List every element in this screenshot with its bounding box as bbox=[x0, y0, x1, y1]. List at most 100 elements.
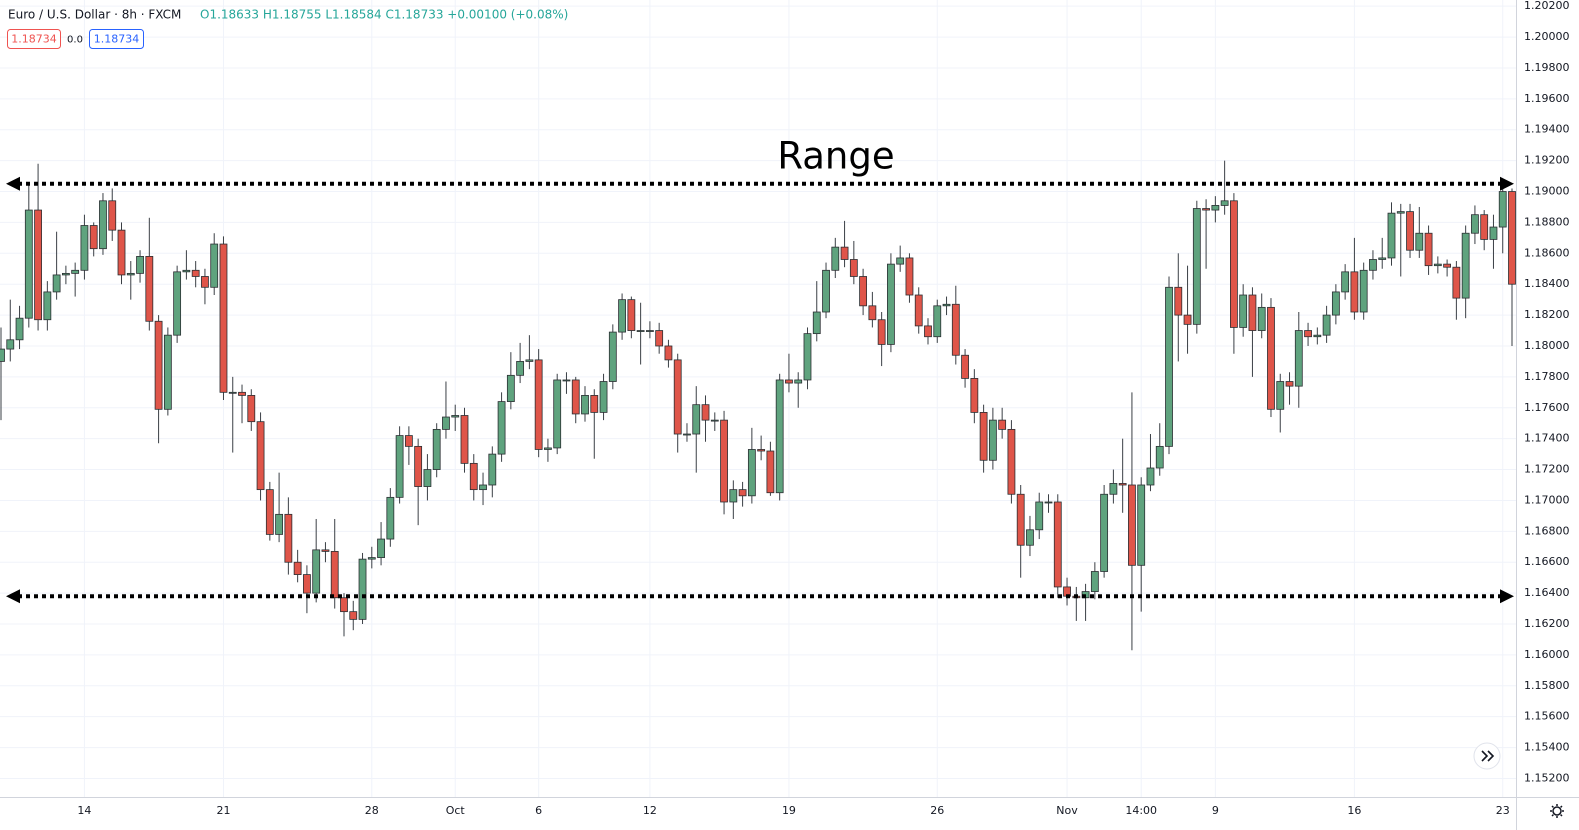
candle-body bbox=[163, 334, 172, 410]
candle-body bbox=[896, 257, 905, 265]
candle-body bbox=[377, 538, 385, 558]
candle-body bbox=[256, 421, 265, 491]
candle-body bbox=[1369, 259, 1377, 271]
y-tick-label: 1.18400 bbox=[1524, 277, 1570, 290]
candle-body bbox=[683, 433, 691, 436]
candle-body bbox=[877, 319, 886, 345]
candle-body bbox=[1165, 286, 1173, 447]
candle-body bbox=[812, 311, 821, 335]
candle-body bbox=[395, 435, 404, 498]
candle-body bbox=[414, 445, 423, 487]
sell-price[interactable]: 1.18734 bbox=[11, 33, 57, 46]
range-annotation: Range bbox=[777, 135, 894, 178]
candle-body bbox=[1118, 483, 1127, 486]
x-tick-label: 6 bbox=[535, 804, 542, 817]
candle-body bbox=[868, 305, 877, 321]
candle-body bbox=[182, 269, 191, 273]
sell-box[interactable] bbox=[7, 29, 61, 49]
candle-body bbox=[108, 200, 117, 231]
candle-body bbox=[1480, 214, 1489, 240]
candle-body bbox=[1220, 200, 1229, 206]
candle-body bbox=[432, 428, 441, 470]
candle-body bbox=[469, 462, 478, 491]
y-tick-label: 1.17400 bbox=[1524, 432, 1570, 445]
candle-body bbox=[1109, 483, 1118, 495]
candle-body bbox=[599, 381, 608, 413]
candle-body bbox=[553, 379, 562, 449]
candle-body bbox=[887, 263, 895, 345]
range-arrow-left bbox=[6, 176, 20, 191]
x-tick-label: Oct bbox=[446, 804, 466, 817]
y-tick-label: 1.19800 bbox=[1524, 61, 1570, 74]
candle-body bbox=[488, 453, 497, 486]
candle-body bbox=[859, 276, 868, 307]
candle-body bbox=[1016, 493, 1025, 546]
candle-body bbox=[423, 469, 432, 487]
candle-body bbox=[525, 359, 534, 362]
settings-icon-teeth[interactable] bbox=[1550, 804, 1564, 818]
candle-body bbox=[803, 333, 812, 381]
y-tick-label: 1.20200 bbox=[1524, 0, 1570, 12]
ohlc-values: O1.18633 H1.18755 L1.18584 C1.18733 +0.0… bbox=[200, 8, 568, 22]
candle-body bbox=[581, 395, 589, 415]
y-tick-label: 1.16200 bbox=[1524, 617, 1570, 630]
candle-body bbox=[1230, 200, 1238, 328]
candle-body bbox=[367, 557, 376, 560]
buy-box[interactable] bbox=[89, 29, 144, 49]
candle-body bbox=[386, 496, 395, 540]
candle-body bbox=[238, 391, 246, 396]
candle-body bbox=[6, 339, 15, 350]
candle-body bbox=[590, 395, 599, 413]
candle-body bbox=[506, 374, 515, 402]
y-tick-label: 1.19600 bbox=[1524, 92, 1570, 105]
candle-body bbox=[1211, 205, 1220, 211]
candle-body bbox=[1026, 529, 1034, 546]
candle-body bbox=[571, 379, 580, 415]
y-tick-label: 1.19000 bbox=[1524, 185, 1570, 198]
candle-body bbox=[655, 330, 664, 347]
candle-body bbox=[942, 303, 951, 307]
y-tick-label: 1.15400 bbox=[1524, 741, 1570, 754]
scroll-button[interactable] bbox=[1473, 742, 1501, 770]
candle-body bbox=[1248, 294, 1257, 331]
candle-body bbox=[924, 325, 932, 338]
candle-body bbox=[951, 303, 960, 356]
candle-body bbox=[831, 246, 840, 271]
candle-body bbox=[729, 489, 738, 503]
candle-body bbox=[15, 317, 24, 341]
candle-body bbox=[988, 419, 997, 461]
candle-body bbox=[1276, 381, 1285, 410]
buy-price[interactable]: 1.18734 bbox=[94, 33, 140, 46]
y-tick-label: 1.16000 bbox=[1524, 648, 1570, 661]
range-arrow-right bbox=[1500, 589, 1514, 604]
candle-body bbox=[201, 276, 209, 288]
candle-body bbox=[1396, 211, 1405, 214]
candle-body bbox=[1350, 271, 1359, 313]
settings-icon[interactable] bbox=[1552, 806, 1562, 816]
candle-body bbox=[645, 330, 654, 332]
candle-body bbox=[1322, 314, 1331, 336]
y-tick-label: 1.17000 bbox=[1524, 493, 1570, 506]
candle-body bbox=[34, 209, 42, 321]
scroll-icon[interactable] bbox=[1481, 750, 1495, 762]
candle-body bbox=[303, 574, 311, 594]
candle-body bbox=[265, 489, 274, 535]
candle-body bbox=[52, 274, 61, 293]
settings-button[interactable] bbox=[1550, 804, 1564, 818]
y-tick-label: 1.16400 bbox=[1524, 586, 1570, 599]
range-arrow-right bbox=[1500, 176, 1514, 191]
candle-body bbox=[738, 489, 747, 497]
candle-body bbox=[1137, 484, 1146, 566]
candle-body bbox=[24, 209, 33, 319]
grid-layer bbox=[0, 0, 1516, 797]
x-tick-label: 28 bbox=[365, 804, 379, 817]
candle-body bbox=[99, 200, 107, 250]
candle-body bbox=[608, 331, 617, 382]
axis-layer: 1.20200 1.20000 1.19800 1.19600 1.19400 1.192… bbox=[77, 0, 1569, 817]
y-tick-label: 1.18000 bbox=[1524, 339, 1570, 352]
candle-body bbox=[1239, 294, 1248, 328]
candle-body bbox=[914, 294, 923, 327]
candle-body bbox=[785, 379, 793, 384]
candle-body bbox=[1035, 501, 1044, 531]
